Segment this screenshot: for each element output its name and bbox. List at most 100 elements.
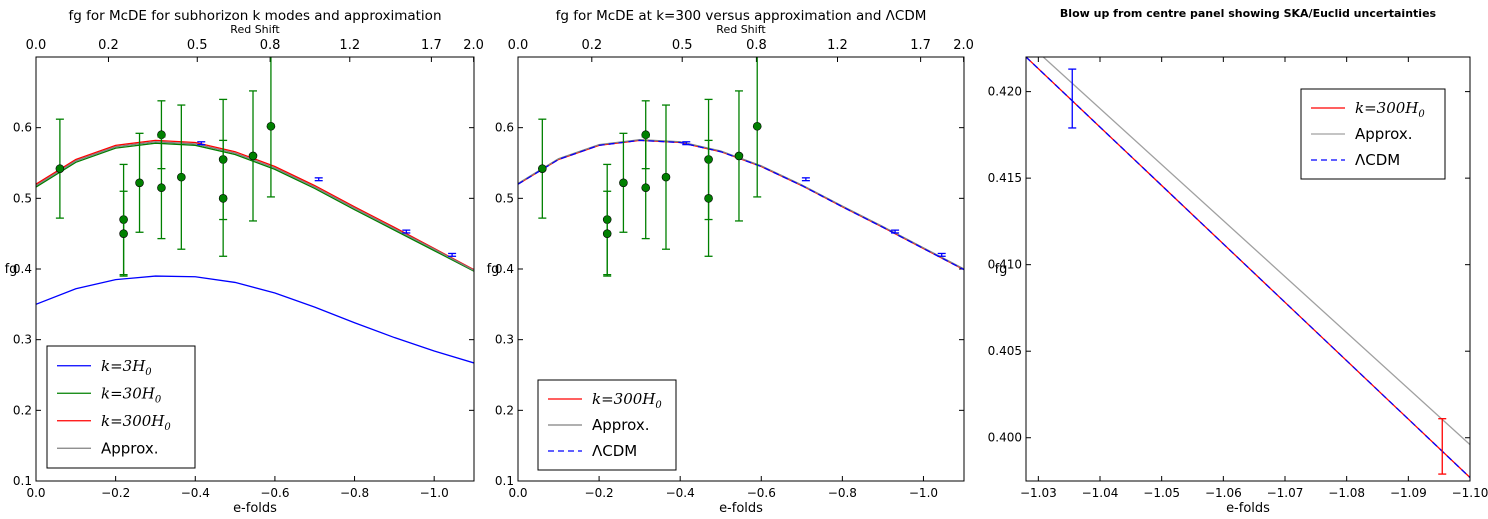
x-tick-label: −0.8 — [828, 486, 857, 500]
x-tick-label: −0.4 — [181, 486, 210, 500]
legend-label-main: k=300H — [1355, 99, 1419, 117]
y-axis-label: fg — [995, 262, 1008, 277]
observation-point — [55, 164, 65, 173]
y-tick-label: 0.1 — [13, 474, 32, 488]
x-tick-label: −1.10 — [1452, 486, 1488, 500]
chart-title: fg for McDE for subhorizon k modes and a… — [68, 8, 441, 24]
legend-label-1: k=300H0 — [592, 390, 662, 411]
y-tick-label: 0.6 — [13, 121, 32, 135]
y-tick-label: 0.405 — [988, 344, 1022, 358]
legend-label-main: k=300H — [592, 390, 656, 408]
legend-label-main: k=30H — [101, 384, 156, 402]
legend-label-main: Approx. — [592, 416, 650, 434]
legend-label-3: ΛCDM — [592, 442, 637, 460]
y-tick-label: 0.5 — [495, 191, 514, 205]
observation-point — [157, 183, 166, 193]
observation-point — [641, 183, 651, 193]
series-line-2 — [1042, 57, 1470, 446]
observation-point — [704, 194, 713, 203]
series-line-4 — [36, 141, 474, 271]
observation-point — [752, 121, 762, 131]
observation-point — [119, 229, 128, 238]
y-tick-label: 0.2 — [13, 403, 32, 417]
plot-area — [1026, 57, 1470, 479]
y-tick-label: 0.410 — [988, 258, 1022, 272]
observation-point — [602, 229, 612, 238]
series-line-3 — [1026, 57, 1470, 479]
top-axis-label: Red Shift — [716, 23, 766, 36]
legend-label-main: k=300H — [101, 412, 165, 430]
legend-label-main: Approx. — [1355, 125, 1413, 143]
x-tick-label: −0.2 — [585, 486, 614, 500]
y-tick-label: 0.5 — [13, 191, 32, 205]
axes-frame — [517, 56, 965, 482]
observation-point — [619, 178, 628, 188]
top-tick-label: 1.2 — [827, 38, 848, 53]
top-tick-label: 0.2 — [98, 38, 119, 53]
legend-label-main: ΛCDM — [1355, 151, 1400, 169]
top-tick-label: 0.0 — [26, 38, 47, 53]
y-tick-label: 0.1 — [495, 474, 514, 488]
top-tick-label: 0.8 — [746, 38, 767, 53]
x-tick-label: −0.6 — [747, 486, 776, 500]
x-tick-label: 0.0 — [26, 486, 45, 500]
legend-label-subscript: 0 — [155, 394, 162, 405]
y-tick-label: 0.420 — [988, 85, 1022, 99]
x-tick-label: −1.06 — [1205, 486, 1242, 500]
top-tick-label: 0.0 — [508, 38, 529, 53]
observation-point — [266, 121, 276, 131]
x-tick-label: −1.05 — [1143, 486, 1180, 500]
chart-panel-3: Blow up from centre panel showing SKA/Eu… — [988, 7, 1488, 516]
x-tick-label: −1.03 — [1020, 486, 1057, 500]
legend-label-main: ΛCDM — [592, 442, 637, 460]
top-tick-label: 1.2 — [339, 38, 360, 53]
x-tick-label: −0.4 — [666, 486, 695, 500]
observation-point — [177, 172, 186, 182]
y-tick-label: 0.3 — [13, 333, 32, 347]
legend-label-1: k=3H0 — [101, 357, 152, 378]
axes-frame — [35, 56, 475, 482]
y-tick-label: 0.6 — [495, 121, 514, 135]
x-tick-label: −1.08 — [1328, 486, 1365, 500]
chart-title: fg for McDE at k=300 versus approximatio… — [556, 8, 927, 24]
series-line-1 — [36, 275, 474, 364]
x-tick-label: −1.0 — [420, 486, 449, 500]
observation-point — [661, 172, 671, 182]
top-tick-label: 0.8 — [260, 38, 281, 53]
top-tick-label: 0.5 — [672, 38, 693, 53]
chart-panel-2: fg for McDE at k=300 versus approximatio… — [487, 8, 974, 516]
x-axis-label: e-folds — [719, 501, 763, 515]
axes-frame — [1025, 56, 1471, 482]
legend-label-2: k=30H0 — [101, 384, 162, 405]
x-tick-label: −1.0 — [909, 486, 938, 500]
observation-point — [734, 151, 744, 161]
x-tick-label: 0.0 — [508, 486, 527, 500]
top-tick-label: 2.0 — [953, 38, 974, 53]
x-tick-label: −1.09 — [1390, 486, 1427, 500]
plot-area — [36, 57, 474, 364]
legend-label-subscript: 0 — [145, 367, 152, 378]
legend-label-2: Approx. — [592, 416, 650, 434]
x-tick-label: −1.07 — [1267, 486, 1304, 500]
legend: k=300H0 Approx. ΛCDM — [537, 379, 677, 471]
legend-label-main: Approx. — [101, 439, 159, 457]
x-axis-label: e-folds — [233, 501, 277, 515]
chart-title: Blow up from centre panel showing SKA/Eu… — [1060, 7, 1437, 20]
top-axis-label: Red Shift — [230, 23, 280, 36]
legend-label-subscript: 0 — [1418, 109, 1425, 120]
legend-label-subscript: 0 — [655, 400, 662, 411]
observation-point — [218, 194, 228, 203]
y-tick-label: 0.3 — [495, 333, 514, 347]
x-axis-label: e-folds — [1226, 501, 1270, 515]
x-tick-label: −1.04 — [1082, 486, 1119, 500]
y-tick-label: 0.2 — [495, 403, 514, 417]
y-tick-label: 0.4 — [13, 262, 32, 276]
legend-label-4: Approx. — [101, 439, 159, 457]
series-line-3 — [36, 139, 474, 271]
top-tick-label: 0.5 — [187, 38, 208, 53]
y-axis-label: fg — [5, 262, 18, 277]
legend-label-main: k=3H — [101, 357, 146, 375]
top-tick-label: 0.2 — [581, 38, 602, 53]
legend-label-3: ΛCDM — [1355, 151, 1400, 169]
